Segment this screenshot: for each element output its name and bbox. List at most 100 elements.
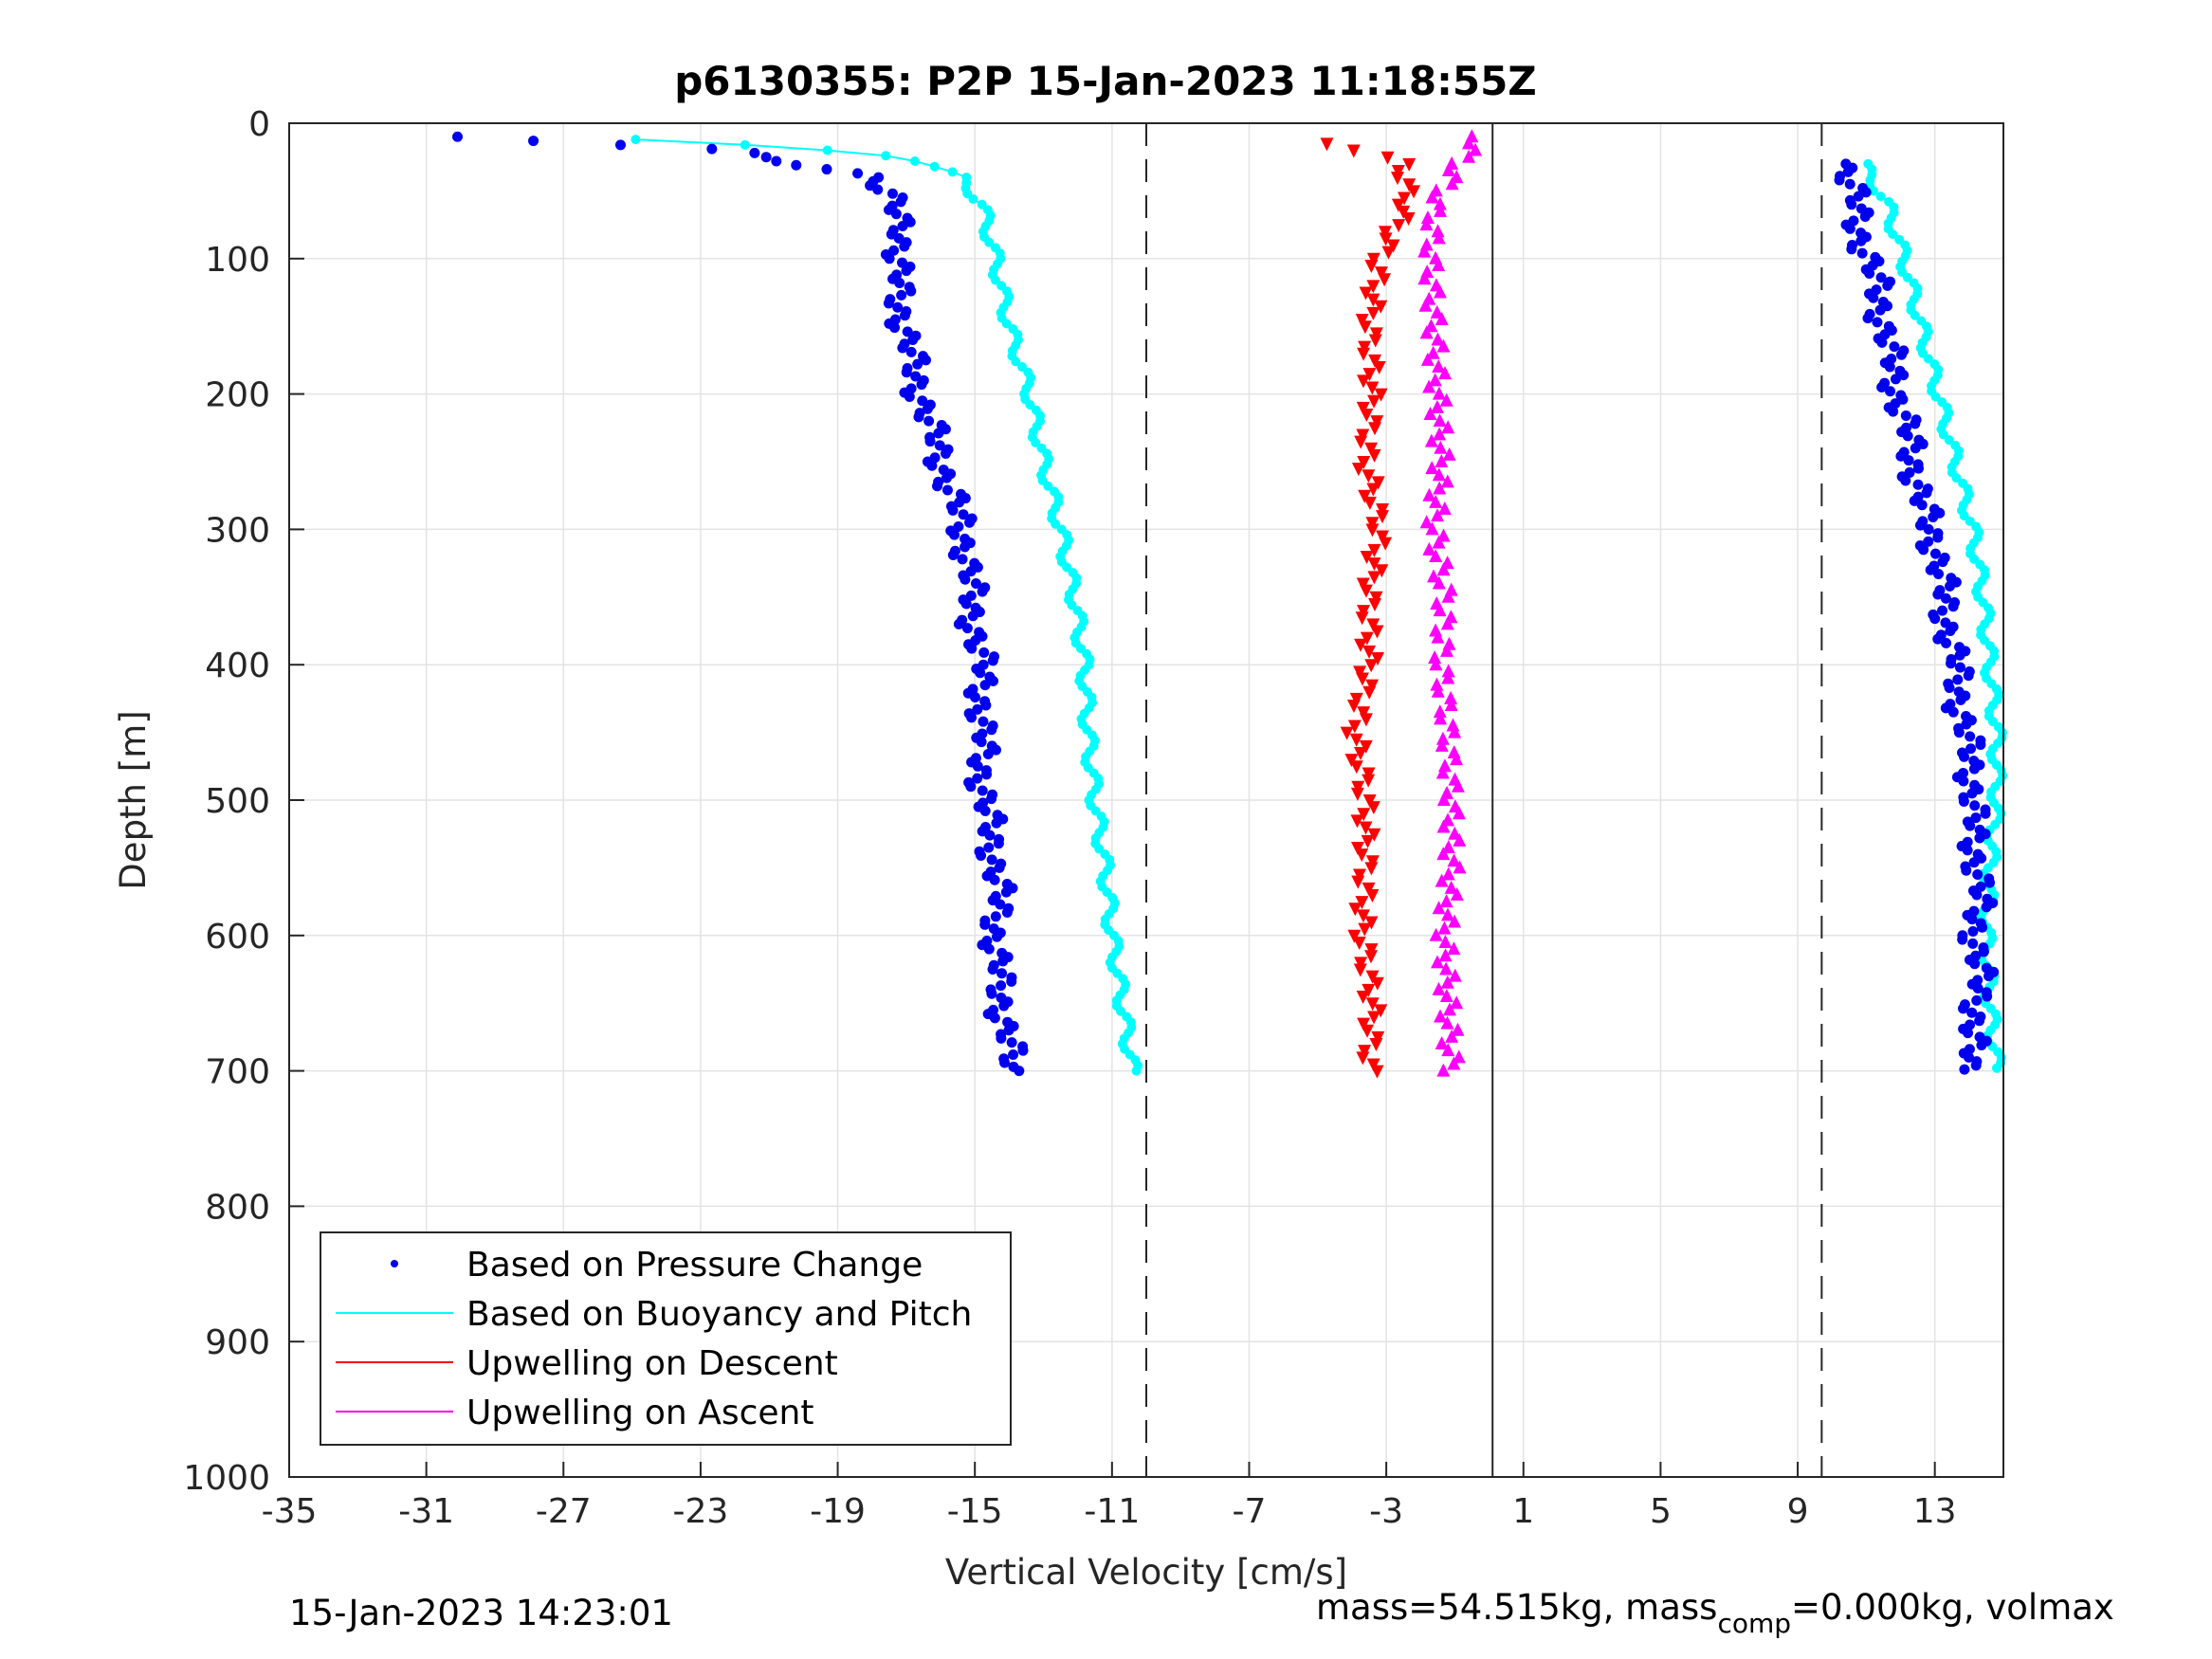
pressure-point [1962, 845, 1973, 856]
ascent-upwelling-marker [1433, 704, 1447, 719]
pressure-point [1876, 381, 1888, 392]
ascent-upwelling-marker [1439, 392, 1453, 407]
pressure-point [1958, 795, 1969, 807]
descent-upwelling-marker [1374, 266, 1388, 281]
descent-upwelling-marker [1381, 246, 1396, 260]
pressure-point [932, 481, 943, 492]
pressure-point [972, 773, 983, 784]
descent-upwelling-marker [1361, 1024, 1375, 1038]
pressure-point [528, 136, 539, 147]
y-tick-label: 900 [205, 1323, 270, 1362]
pressure-point [922, 403, 933, 414]
pressure-point [923, 415, 935, 427]
descent-upwelling-marker [1356, 1051, 1370, 1066]
pressure-point [1882, 280, 1893, 291]
x-tick-label: 5 [1650, 1492, 1672, 1531]
pressure-point [895, 196, 906, 208]
pressure-point [1014, 1066, 1025, 1077]
pressure-point [1976, 1039, 1987, 1050]
descent-upwelling-marker [1357, 456, 1371, 469]
descent-upwelling-marker [1376, 530, 1390, 544]
pressure-point [1969, 958, 1981, 970]
pressure-point [1981, 902, 1992, 913]
pressure-point [1006, 1037, 1017, 1048]
x-tick-label: -15 [947, 1492, 1003, 1531]
pressure-point [897, 342, 908, 354]
descent-upwelling-marker [1362, 685, 1377, 700]
ascent-upwelling-marker [1422, 487, 1436, 501]
descent-upwelling-marker [1364, 916, 1379, 930]
pressure-point [892, 301, 904, 313]
buoyancy-point [631, 135, 641, 145]
pressure-point [1856, 235, 1867, 246]
y-tick-label: 200 [205, 376, 270, 415]
descent-upwelling-marker [1365, 679, 1380, 693]
pressure-point [1959, 1064, 1970, 1075]
descent-upwelling-marker [1364, 950, 1379, 964]
pressure-point [966, 712, 978, 723]
pressure-point [1945, 626, 1956, 636]
pressure-point [1914, 520, 1926, 531]
ascent-upwelling-marker [1439, 894, 1453, 908]
descent-upwelling-marker [1362, 496, 1377, 510]
ascent-upwelling-marker [1433, 413, 1447, 428]
x-tick-label: -23 [673, 1492, 729, 1531]
ascent-upwelling-marker [1433, 284, 1447, 299]
ascent-upwelling-marker [1445, 176, 1459, 191]
pressure-point [1947, 706, 1959, 718]
pressure-point [614, 139, 626, 151]
pressure-point [1971, 889, 1983, 901]
descent-upwelling-marker [1368, 597, 1382, 611]
pressure-point [1910, 443, 1921, 454]
ascent-upwelling-marker [1444, 690, 1458, 704]
footer-date: 15-Jan-2023 14:23:01 [289, 1593, 673, 1633]
plot-area [452, 129, 2008, 1079]
pressure-point [1932, 532, 1944, 543]
descent-upwelling-marker [1344, 754, 1359, 768]
ascent-upwelling-marker [1429, 657, 1443, 671]
ascent-upwelling-marker [1436, 819, 1451, 833]
reference-lines [1145, 123, 1823, 1477]
descent-upwelling-marker [1365, 855, 1380, 869]
ascent-upwelling-marker [1438, 366, 1453, 380]
y-tick-label: 100 [205, 241, 270, 280]
ascent-upwelling-marker [1435, 731, 1450, 745]
pressure-point [907, 334, 919, 345]
pressure-point [1970, 812, 1982, 824]
pressure-point [889, 322, 901, 334]
x-tick-label: -35 [262, 1492, 318, 1531]
pressure-point [989, 874, 1000, 885]
descent-upwelling-marker [1358, 489, 1372, 503]
descent-upwelling-marker [1362, 983, 1376, 997]
ascent-upwelling-marker [1419, 515, 1434, 529]
pressure-point [1958, 1003, 1969, 1014]
pressure-point [1923, 536, 1934, 547]
pressure-point [1965, 731, 1976, 742]
pressure-point [1885, 386, 1896, 397]
pressure-point [1940, 592, 1951, 604]
descent-upwelling-marker [1356, 577, 1370, 592]
ascent-upwelling-marker [1432, 386, 1446, 400]
pressure-point [947, 504, 959, 516]
ascent-upwelling-marker [1441, 664, 1455, 678]
pressure-point [1982, 991, 1993, 1002]
pressure-point [1889, 341, 1900, 353]
ascent-upwelling-marker [1431, 332, 1445, 346]
ascent-upwelling-marker [1442, 447, 1456, 461]
descent-upwelling-marker [1353, 747, 1367, 761]
pressure-point [1017, 1045, 1029, 1056]
pressure-point [1872, 317, 1883, 328]
descent-upwelling-marker [1370, 1065, 1384, 1079]
y-tick-label: 0 [248, 105, 270, 144]
descent-upwelling-marker [1354, 638, 1368, 652]
pressure-point [960, 598, 972, 610]
pressure-point [905, 216, 916, 228]
ascent-upwelling-marker [1419, 325, 1434, 339]
ascent-upwelling-marker [1452, 806, 1466, 820]
pressure-point [887, 188, 898, 199]
pressure-point [1900, 410, 1911, 421]
pressure-point [1953, 727, 1965, 738]
descent-upwelling-marker [1350, 787, 1364, 801]
ascent-upwelling-marker [1424, 433, 1438, 447]
pressure-point [1912, 463, 1924, 474]
